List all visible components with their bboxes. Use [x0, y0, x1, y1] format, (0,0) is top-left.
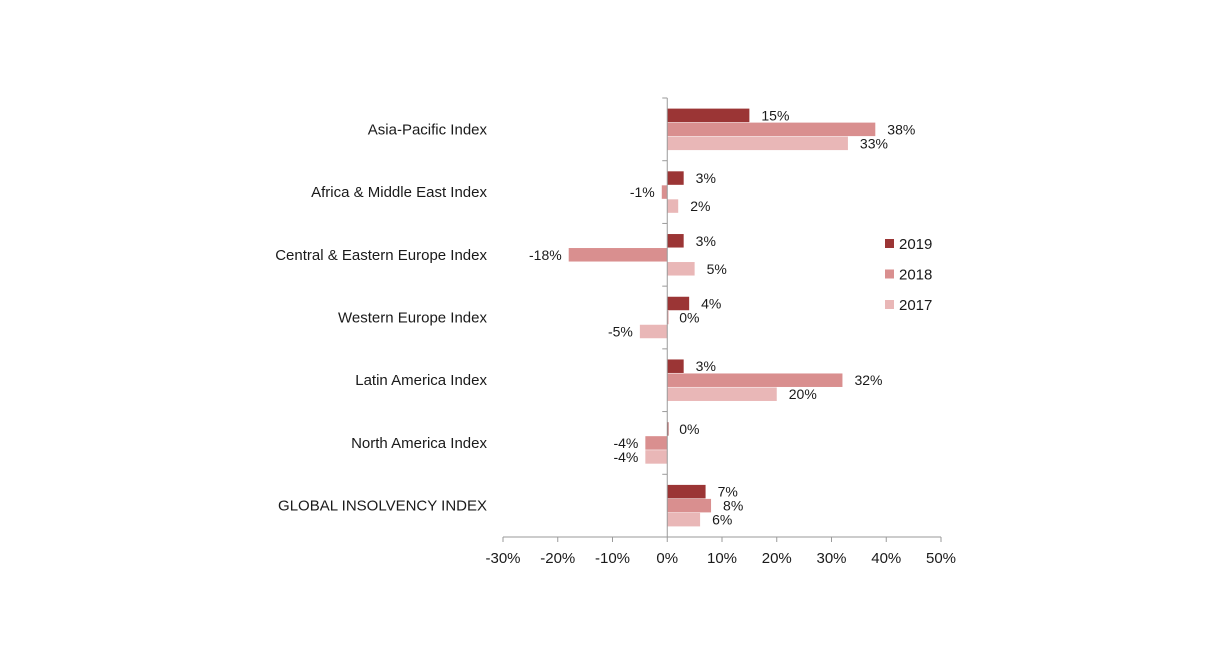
data-label: 15%: [761, 107, 789, 123]
bar-2017: [639, 324, 668, 339]
category-group: Africa & Middle East Index 3% -1% 2%: [311, 170, 716, 214]
bar-2019: [667, 296, 690, 311]
legend-label: 2019: [899, 236, 932, 253]
bar-2018: [667, 373, 843, 387]
data-label: 6%: [712, 512, 732, 528]
data-label: 2%: [690, 198, 710, 214]
category-label: Africa & Middle East Index: [311, 184, 487, 201]
category-group: North America Index 0% -4%-4%: [351, 421, 699, 465]
bar-2017: [667, 136, 848, 151]
data-label: -4%: [613, 435, 638, 451]
data-label: -5%: [608, 324, 633, 340]
data-label: 8%: [723, 498, 743, 514]
data-label: 7%: [718, 484, 738, 500]
data-label: 5%: [707, 261, 727, 277]
category-group: Latin America Index 3% 32% 20%: [355, 358, 882, 402]
category-group: Central & Eastern Europe Index 3% -18% 5%: [275, 233, 727, 277]
data-label: -1%: [630, 184, 655, 200]
data-label: -4%: [613, 449, 638, 465]
x-tick-label: 10%: [707, 550, 737, 567]
bar-2017: [645, 450, 668, 464]
bar-2019: [667, 422, 669, 436]
x-tick-label: 20%: [762, 550, 792, 567]
category-label: Asia-Pacific Index: [368, 121, 488, 138]
data-label: 3%: [696, 358, 716, 374]
legend: 2019 2018 2017: [885, 236, 932, 314]
data-label: 0%: [679, 421, 699, 437]
bar-2018: [667, 122, 876, 137]
data-label: 32%: [854, 372, 882, 388]
category-label: North America Index: [351, 435, 487, 452]
data-label: 4%: [701, 296, 721, 312]
data-label: -18%: [529, 247, 562, 263]
data-label: 3%: [696, 170, 716, 186]
category-label: Latin America Index: [355, 372, 487, 389]
data-label: 33%: [860, 135, 888, 151]
legend-label: 2018: [899, 267, 932, 284]
category-label: Central & Eastern Europe Index: [275, 247, 487, 264]
bar-2019: [667, 171, 684, 185]
bar-2018: [667, 498, 712, 513]
category-group: GLOBAL INSOLVENCY INDEX 7%8%6%: [278, 484, 743, 528]
bar-2019: [667, 234, 684, 248]
bar-2017: [667, 512, 701, 527]
legend-label: 2017: [899, 297, 932, 314]
bar-2018: [568, 248, 668, 262]
bar-2018: [645, 436, 668, 450]
data-label: 38%: [887, 121, 915, 137]
x-tick-label: 40%: [871, 550, 901, 567]
bar-2017: [667, 262, 695, 276]
legend-swatch: [885, 239, 894, 248]
category-group: Asia-Pacific Index 15% 38%33%: [368, 107, 916, 151]
x-tick-label: 50%: [926, 550, 956, 567]
bar-2018: [661, 185, 668, 199]
category-label: GLOBAL INSOLVENCY INDEX: [278, 498, 487, 515]
category-group: Western Europe Index 4%0% -5%: [338, 296, 721, 340]
legend-swatch: [885, 300, 894, 309]
bar-2017: [667, 387, 777, 401]
x-tick-label: 0%: [656, 550, 678, 567]
bar-2019: [667, 484, 706, 499]
x-tick-label: 30%: [816, 550, 846, 567]
data-label: 0%: [679, 310, 699, 326]
x-tick-label: -10%: [595, 550, 630, 567]
category-label: Western Europe Index: [338, 310, 487, 327]
bar-2019: [667, 108, 750, 123]
bar-2017: [667, 199, 679, 213]
x-tick-label: -30%: [485, 550, 520, 567]
bar-2018: [667, 310, 669, 325]
data-label: 3%: [696, 233, 716, 249]
legend-swatch: [885, 269, 894, 279]
data-label: 20%: [789, 386, 817, 402]
x-tick-label: -20%: [540, 550, 575, 567]
bar-2019: [667, 359, 684, 373]
